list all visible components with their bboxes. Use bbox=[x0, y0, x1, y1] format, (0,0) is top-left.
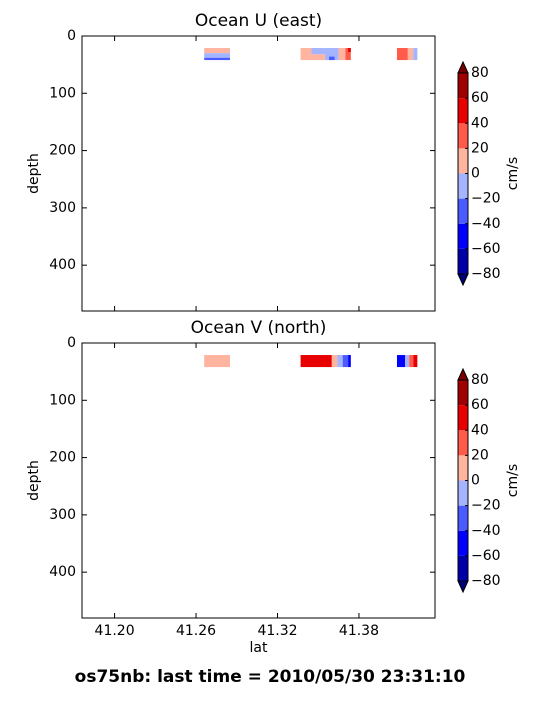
colorbar-tick-label: −20 bbox=[471, 498, 501, 514]
x-tick-label: 41.26 bbox=[176, 623, 216, 639]
contour-cell bbox=[338, 48, 346, 61]
contour-cell bbox=[342, 355, 349, 368]
contour-cell bbox=[300, 48, 312, 61]
y-axis-label: depth bbox=[26, 460, 42, 501]
y-tick-label: 100 bbox=[49, 85, 76, 101]
colorbar-tick-label: −40 bbox=[471, 216, 501, 232]
colorbar-tick-label: 60 bbox=[471, 90, 489, 106]
y-tick-label: 400 bbox=[49, 257, 76, 273]
colorbar-band bbox=[458, 173, 468, 199]
colorbar-tick-label: 60 bbox=[471, 397, 489, 413]
colorbar-label: cm/s bbox=[505, 157, 521, 190]
colorbar-band bbox=[458, 430, 468, 456]
contour-cell bbox=[413, 355, 418, 368]
y-tick-label: 200 bbox=[49, 450, 76, 466]
contour-cell bbox=[325, 48, 339, 61]
contour-cell bbox=[311, 54, 326, 61]
x-axis-label: lat bbox=[250, 640, 268, 656]
colorbar-tick-label: 20 bbox=[471, 447, 489, 463]
contour-cell bbox=[331, 355, 338, 368]
contour-cell bbox=[409, 355, 414, 368]
colorbar-band bbox=[458, 148, 468, 174]
contour-cell bbox=[345, 48, 351, 61]
contour-cell bbox=[348, 48, 351, 53]
colorbar-band bbox=[458, 405, 468, 431]
colorbar-tick-label: −80 bbox=[471, 573, 501, 589]
colorbar-band bbox=[458, 198, 468, 224]
colorbar-band bbox=[458, 455, 468, 481]
contour-cell bbox=[407, 48, 414, 61]
contour-cell bbox=[405, 355, 410, 368]
colorbar-band bbox=[458, 555, 468, 581]
contour-cell bbox=[204, 53, 230, 58]
figure-title: os75nb: last time = 2010/05/30 23:31:10 bbox=[75, 667, 466, 687]
y-tick-label: 200 bbox=[49, 143, 76, 159]
chart-title: Ocean U (east) bbox=[195, 11, 322, 31]
y-tick-label: 0 bbox=[67, 28, 76, 44]
contour-cell bbox=[204, 355, 230, 368]
x-tick-label: 41.38 bbox=[339, 623, 379, 639]
colorbar-tick-label: −60 bbox=[471, 548, 501, 564]
colorbar-tick-label: −60 bbox=[471, 241, 501, 257]
colorbar-tick-label: 40 bbox=[471, 422, 489, 438]
x-tick-label: 41.20 bbox=[95, 623, 135, 639]
contour-cell bbox=[204, 48, 230, 54]
colorbar-band bbox=[458, 380, 468, 406]
y-tick-label: 300 bbox=[49, 507, 76, 523]
y-tick-label: 300 bbox=[49, 200, 76, 216]
colorbar-band bbox=[458, 480, 468, 506]
contour-cell bbox=[396, 48, 408, 61]
colorbar-band bbox=[458, 505, 468, 531]
contour-cell bbox=[204, 57, 230, 61]
colorbar-band bbox=[458, 530, 468, 556]
colorbar-tick-label: 20 bbox=[471, 140, 489, 156]
colorbar-band bbox=[458, 123, 468, 149]
colorbar-tick-label: 80 bbox=[471, 372, 489, 388]
plot-frame bbox=[81, 35, 436, 312]
colorbar-band bbox=[458, 223, 468, 249]
plot-frame bbox=[81, 342, 436, 619]
contour-cell bbox=[396, 355, 406, 368]
colorbar-tick-label: 40 bbox=[471, 115, 489, 131]
colorbar-label: cm/s bbox=[505, 464, 521, 497]
colorbar-tick-label: −40 bbox=[471, 523, 501, 539]
chart-title: Ocean V (north) bbox=[191, 318, 327, 338]
colorbar-tick-label: −20 bbox=[471, 191, 501, 207]
y-tick-label: 400 bbox=[49, 564, 76, 580]
contour-cell bbox=[348, 355, 351, 368]
colorbar-band bbox=[458, 248, 468, 274]
y-axis-label: depth bbox=[26, 153, 42, 194]
contour-cell bbox=[311, 48, 326, 55]
colorbar-tick-label: −80 bbox=[471, 266, 501, 282]
colorbar-band bbox=[458, 73, 468, 99]
contour-cell bbox=[413, 48, 418, 61]
y-tick-label: 100 bbox=[49, 392, 76, 408]
y-tick-label: 0 bbox=[67, 335, 76, 351]
colorbar-tick-label: 0 bbox=[471, 473, 480, 489]
x-tick-label: 41.32 bbox=[257, 623, 297, 639]
contour-cell bbox=[337, 355, 343, 368]
colorbar-tick-label: 0 bbox=[471, 166, 480, 182]
contour-cell bbox=[300, 355, 332, 368]
colorbar-tick-label: 80 bbox=[471, 65, 489, 81]
contour-cell bbox=[329, 56, 335, 61]
colorbar-band bbox=[458, 98, 468, 124]
